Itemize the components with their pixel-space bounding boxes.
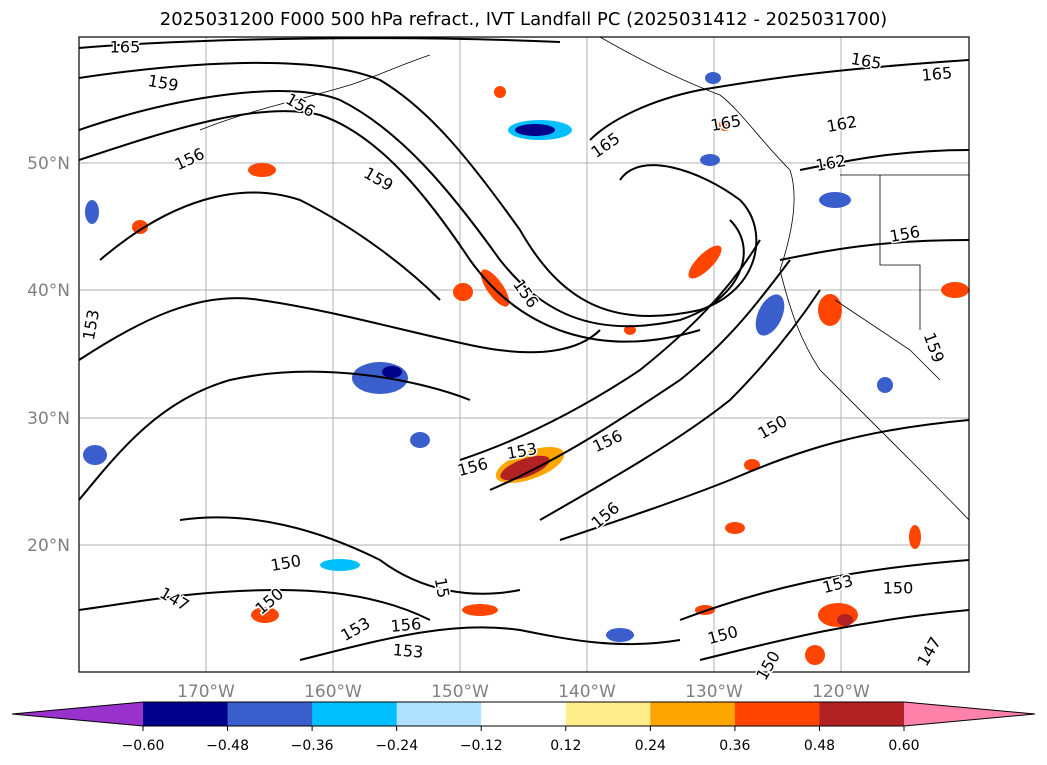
colorbar-tick-label: 0.36 <box>719 738 750 754</box>
longitude-labels: 170°W 160°W 150°W 140°W 130°W 120°W <box>177 682 870 702</box>
colorbar: −0.60 −0.48 −0.36 −0.24 −0.12 0.12 0.24 0.36 0.4… <box>11 701 1036 754</box>
contour-label: 150 <box>269 551 302 575</box>
colorbar-cell <box>565 702 651 726</box>
lat-label: 40°N <box>27 281 70 301</box>
lat-label: 50°N <box>27 154 70 174</box>
lon-label: 130°W <box>685 682 743 702</box>
contour-label: 153 <box>392 640 424 662</box>
colorbar-extend-high <box>904 702 1035 726</box>
lat-label: 20°N <box>27 536 70 556</box>
colorbar-cell <box>143 702 229 726</box>
colorbar-cell <box>650 702 736 726</box>
refractivity-anomaly-fill <box>83 72 969 665</box>
colorbar-cell <box>734 702 820 726</box>
contour-label: 156 <box>390 614 422 636</box>
colorbar-cells <box>143 702 905 726</box>
colorbar-tick-label: 0.24 <box>635 738 666 754</box>
colorbar-tick-label: 0.12 <box>550 738 581 754</box>
lon-label: 170°W <box>177 682 235 702</box>
colorbar-tick-label: −0.60 <box>122 738 165 754</box>
colorbar-tick-label: −0.36 <box>291 738 334 754</box>
lon-label: 120°W <box>812 682 870 702</box>
colorbar-tick-label: −0.12 <box>460 738 503 754</box>
colorbar-tick-label: −0.48 <box>206 738 249 754</box>
colorbar-cell <box>227 702 313 726</box>
refractivity-contours <box>79 37 969 661</box>
colorbar-tick-label: 0.48 <box>804 738 835 754</box>
lon-label: 150°W <box>431 682 489 702</box>
colorbar-cell <box>819 702 905 726</box>
contour-label: 165 <box>921 63 953 85</box>
map-title: 2025031200 F000 500 hPa refract., IVT La… <box>159 9 888 30</box>
contour-label: 150 <box>883 579 914 598</box>
contour-label: 15 <box>431 576 453 599</box>
colorbar-cell <box>396 702 482 726</box>
lon-label: 140°W <box>558 682 616 702</box>
colorbar-ticks: −0.60 −0.48 −0.36 −0.24 −0.12 0.12 0.24 0.36 0.4… <box>122 726 920 754</box>
colorbar-tick-label: 0.60 <box>888 738 919 754</box>
colorbar-tick-label: −0.24 <box>375 738 418 754</box>
map-frame <box>78 36 970 673</box>
coastlines <box>199 37 969 672</box>
map-area <box>79 37 969 672</box>
lon-label: 160°W <box>304 682 362 702</box>
contour-label: 156 <box>888 222 921 246</box>
colorbar-cell <box>481 702 567 726</box>
contour-label: 165 <box>110 38 141 57</box>
gridlines <box>79 37 969 672</box>
colorbar-extend-low <box>12 702 143 726</box>
lat-label: 30°N <box>27 409 70 429</box>
colorbar-cell <box>312 702 398 726</box>
latitude-labels: 50°N 40°N 30°N 20°N <box>27 154 70 556</box>
